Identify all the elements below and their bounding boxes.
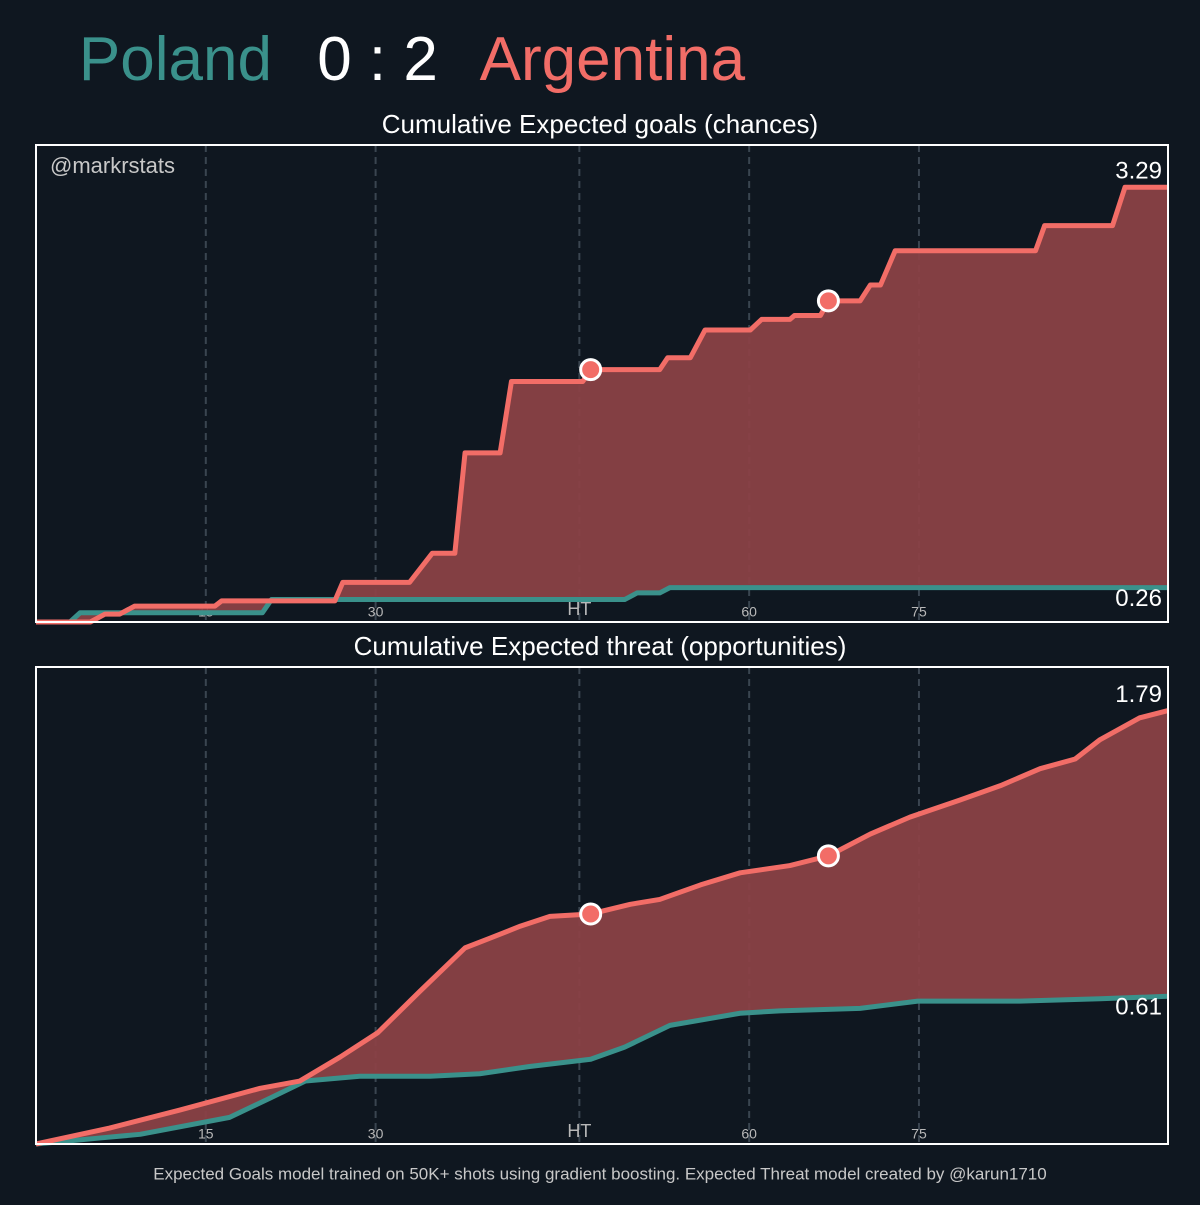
x-tick-label: 60 bbox=[741, 1126, 757, 1142]
end-value-label: 3.29 bbox=[1115, 158, 1162, 185]
x-tick-label: 15 bbox=[198, 1126, 214, 1142]
watermark: @markrstats bbox=[50, 153, 175, 178]
end-value-label: 1.79 bbox=[1115, 681, 1162, 708]
goal-marker bbox=[579, 358, 603, 382]
series-line bbox=[35, 708, 1169, 1147]
area-fill bbox=[36, 710, 1168, 1144]
footnote: Expected Goals model trained on 50K+ sho… bbox=[153, 1164, 1046, 1183]
away-team: Argentina bbox=[480, 25, 746, 94]
x-tick-label: 60 bbox=[741, 604, 757, 620]
series-line bbox=[35, 993, 1169, 1147]
home-team: Poland bbox=[79, 25, 272, 94]
x-tick-label: HT bbox=[567, 1121, 591, 1141]
plot-frame bbox=[35, 666, 1169, 1145]
goal-marker bbox=[579, 902, 603, 926]
x-tick-label: HT bbox=[567, 599, 591, 619]
panel-title: Cumulative Expected threat (opportunitie… bbox=[354, 631, 847, 661]
panel-title: Cumulative Expected goals (chances) bbox=[382, 109, 818, 139]
score: 0 : 2 bbox=[317, 25, 438, 94]
x-tick-label: 75 bbox=[911, 604, 927, 620]
series-line bbox=[36, 585, 1168, 625]
goal-marker bbox=[816, 289, 840, 313]
x-tick-label: 75 bbox=[911, 1126, 927, 1142]
match-title: Poland 0 : 2 Argentina bbox=[79, 25, 746, 94]
area-fill bbox=[36, 187, 1168, 623]
end-value-label: 0.26 bbox=[1115, 585, 1162, 612]
end-value-label: 0.61 bbox=[1115, 994, 1162, 1021]
plot-frame bbox=[35, 144, 1169, 623]
x-tick-label: 30 bbox=[368, 1126, 384, 1142]
x-tick-label: 30 bbox=[368, 604, 384, 620]
goal-marker bbox=[816, 844, 840, 868]
series-line bbox=[36, 184, 1168, 625]
